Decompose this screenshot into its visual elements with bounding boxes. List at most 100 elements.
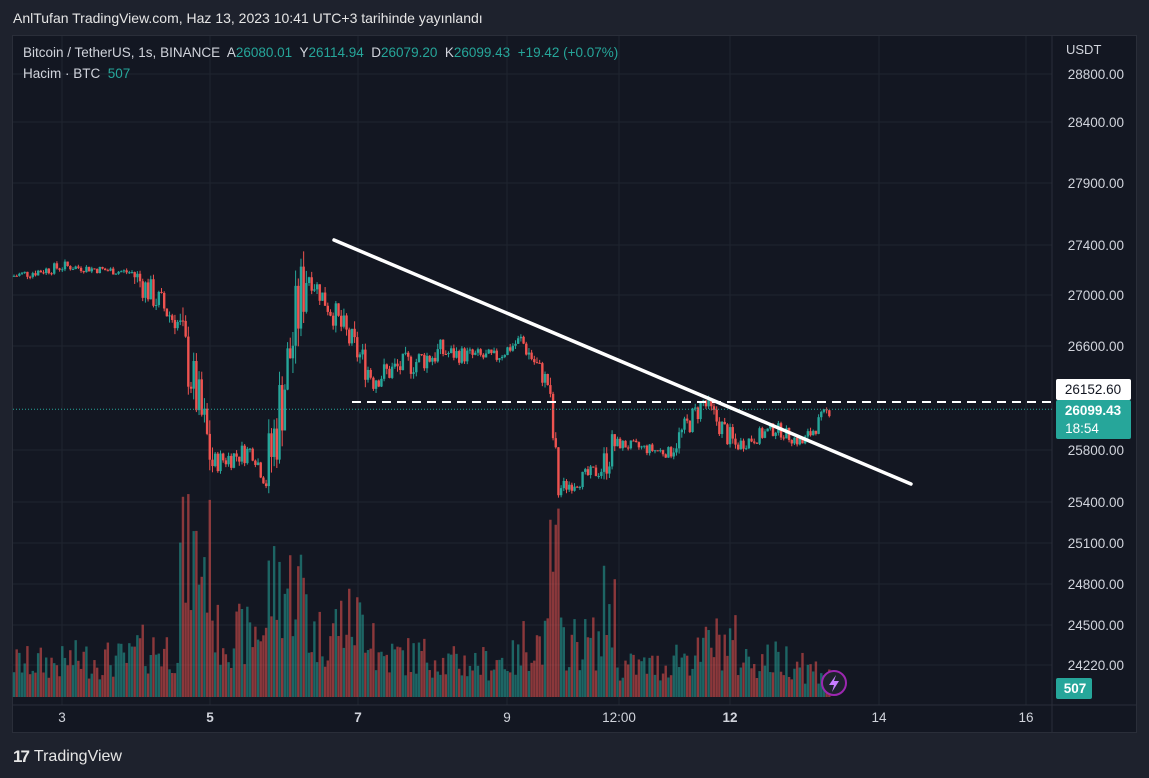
candle-body <box>331 315 335 326</box>
volume-bar <box>71 665 75 697</box>
candle-body <box>514 343 517 346</box>
candle-body <box>766 428 769 432</box>
candle-body <box>758 428 761 444</box>
volume-bar <box>192 531 195 697</box>
candle-body <box>369 369 372 378</box>
candle-body <box>562 480 566 489</box>
volume-bar <box>452 646 456 697</box>
volume-bar <box>243 664 246 697</box>
candle-body <box>659 450 662 452</box>
volume-bar <box>618 680 622 697</box>
time-axis-ticks: 3 5 7 9 12:00 12 14 16 <box>58 710 1033 725</box>
candle-body <box>235 453 238 457</box>
volume-bar <box>388 672 391 697</box>
candle-body <box>353 328 356 338</box>
price-tick-label: 25100.00 <box>1068 536 1124 551</box>
volume-bar <box>621 677 625 697</box>
volume-bar <box>224 654 228 697</box>
candle-body <box>264 483 268 487</box>
candle-body <box>503 355 506 357</box>
volume-bar <box>439 674 442 697</box>
volume-bar <box>256 639 260 697</box>
candle-body <box>557 447 560 496</box>
candle-body <box>774 432 777 436</box>
candle-body <box>407 352 410 357</box>
tradingview-brand[interactable]: 17 TradingView <box>13 747 122 767</box>
volume-bar <box>235 611 238 697</box>
candle-body <box>439 339 442 350</box>
change-value: +19.42 (+0.07%) <box>517 45 619 60</box>
candle-body <box>452 348 456 358</box>
price-tick-label: 26600.00 <box>1068 339 1124 354</box>
candle-body <box>474 352 477 355</box>
time-tick-label: 14 <box>871 710 887 725</box>
candle-body <box>535 362 539 364</box>
volume-bar <box>50 657 53 697</box>
candle-body <box>390 366 394 378</box>
candle-body <box>12 275 16 277</box>
volume-bar <box>576 642 579 697</box>
candle-body <box>310 277 313 291</box>
volume-bar <box>688 675 692 697</box>
candle-body <box>458 351 461 363</box>
candle-body <box>179 320 182 322</box>
candle-body <box>578 487 582 489</box>
volume-bar <box>589 637 592 697</box>
candle-body <box>718 421 721 435</box>
volume-bar <box>26 646 29 697</box>
candle-body <box>291 345 295 359</box>
candle-body <box>313 289 316 291</box>
volume-bar <box>374 670 378 697</box>
volume-bar <box>554 524 557 697</box>
candle-body <box>444 353 447 355</box>
candle-body <box>197 379 201 411</box>
lightning-icon[interactable] <box>821 670 847 696</box>
candle-body <box>297 285 300 329</box>
volume-bar <box>444 674 447 697</box>
candle-body <box>820 411 823 418</box>
volume-bar <box>310 652 313 697</box>
candle-body <box>254 460 257 465</box>
candle-body <box>484 353 488 358</box>
candle-body <box>262 477 265 484</box>
volume-bar <box>677 667 681 697</box>
volume-bar <box>299 554 303 697</box>
candle-body <box>221 453 225 461</box>
candle-body <box>256 462 260 465</box>
volume-bar <box>44 657 48 697</box>
candle-body <box>782 437 785 439</box>
candle-body <box>374 380 378 389</box>
volume-bar <box>562 627 566 697</box>
volume-bar <box>750 668 753 697</box>
volume-bar <box>691 668 694 697</box>
candle-body <box>747 438 751 449</box>
candle-body <box>39 270 43 273</box>
candle-body <box>814 430 818 434</box>
candle-body <box>685 418 689 421</box>
candle-body <box>677 432 681 449</box>
candle-body <box>734 438 737 445</box>
candle-body <box>667 447 670 458</box>
last-price-tag: 26099.43 18:54 <box>1056 400 1131 439</box>
candle-body <box>154 305 158 307</box>
volume-bar <box>340 600 343 697</box>
volume-bar <box>664 665 667 697</box>
volume-bar <box>433 660 437 697</box>
volume-bar <box>771 672 775 697</box>
price-tick-label: 25400.00 <box>1068 495 1124 510</box>
volume-bar <box>283 593 287 697</box>
candle-body <box>428 355 431 362</box>
candle-body <box>219 453 222 472</box>
volume-bar <box>683 653 686 697</box>
volume-bar <box>289 555 292 697</box>
volume-bar <box>144 666 147 697</box>
candle-body <box>361 349 364 355</box>
volume-bar <box>278 561 281 697</box>
candle-body <box>71 269 75 271</box>
volume-bar <box>600 656 603 697</box>
volume-bar <box>479 674 482 697</box>
candle-body <box>93 268 96 270</box>
candle-body <box>506 347 509 356</box>
volume-bar <box>264 627 268 697</box>
